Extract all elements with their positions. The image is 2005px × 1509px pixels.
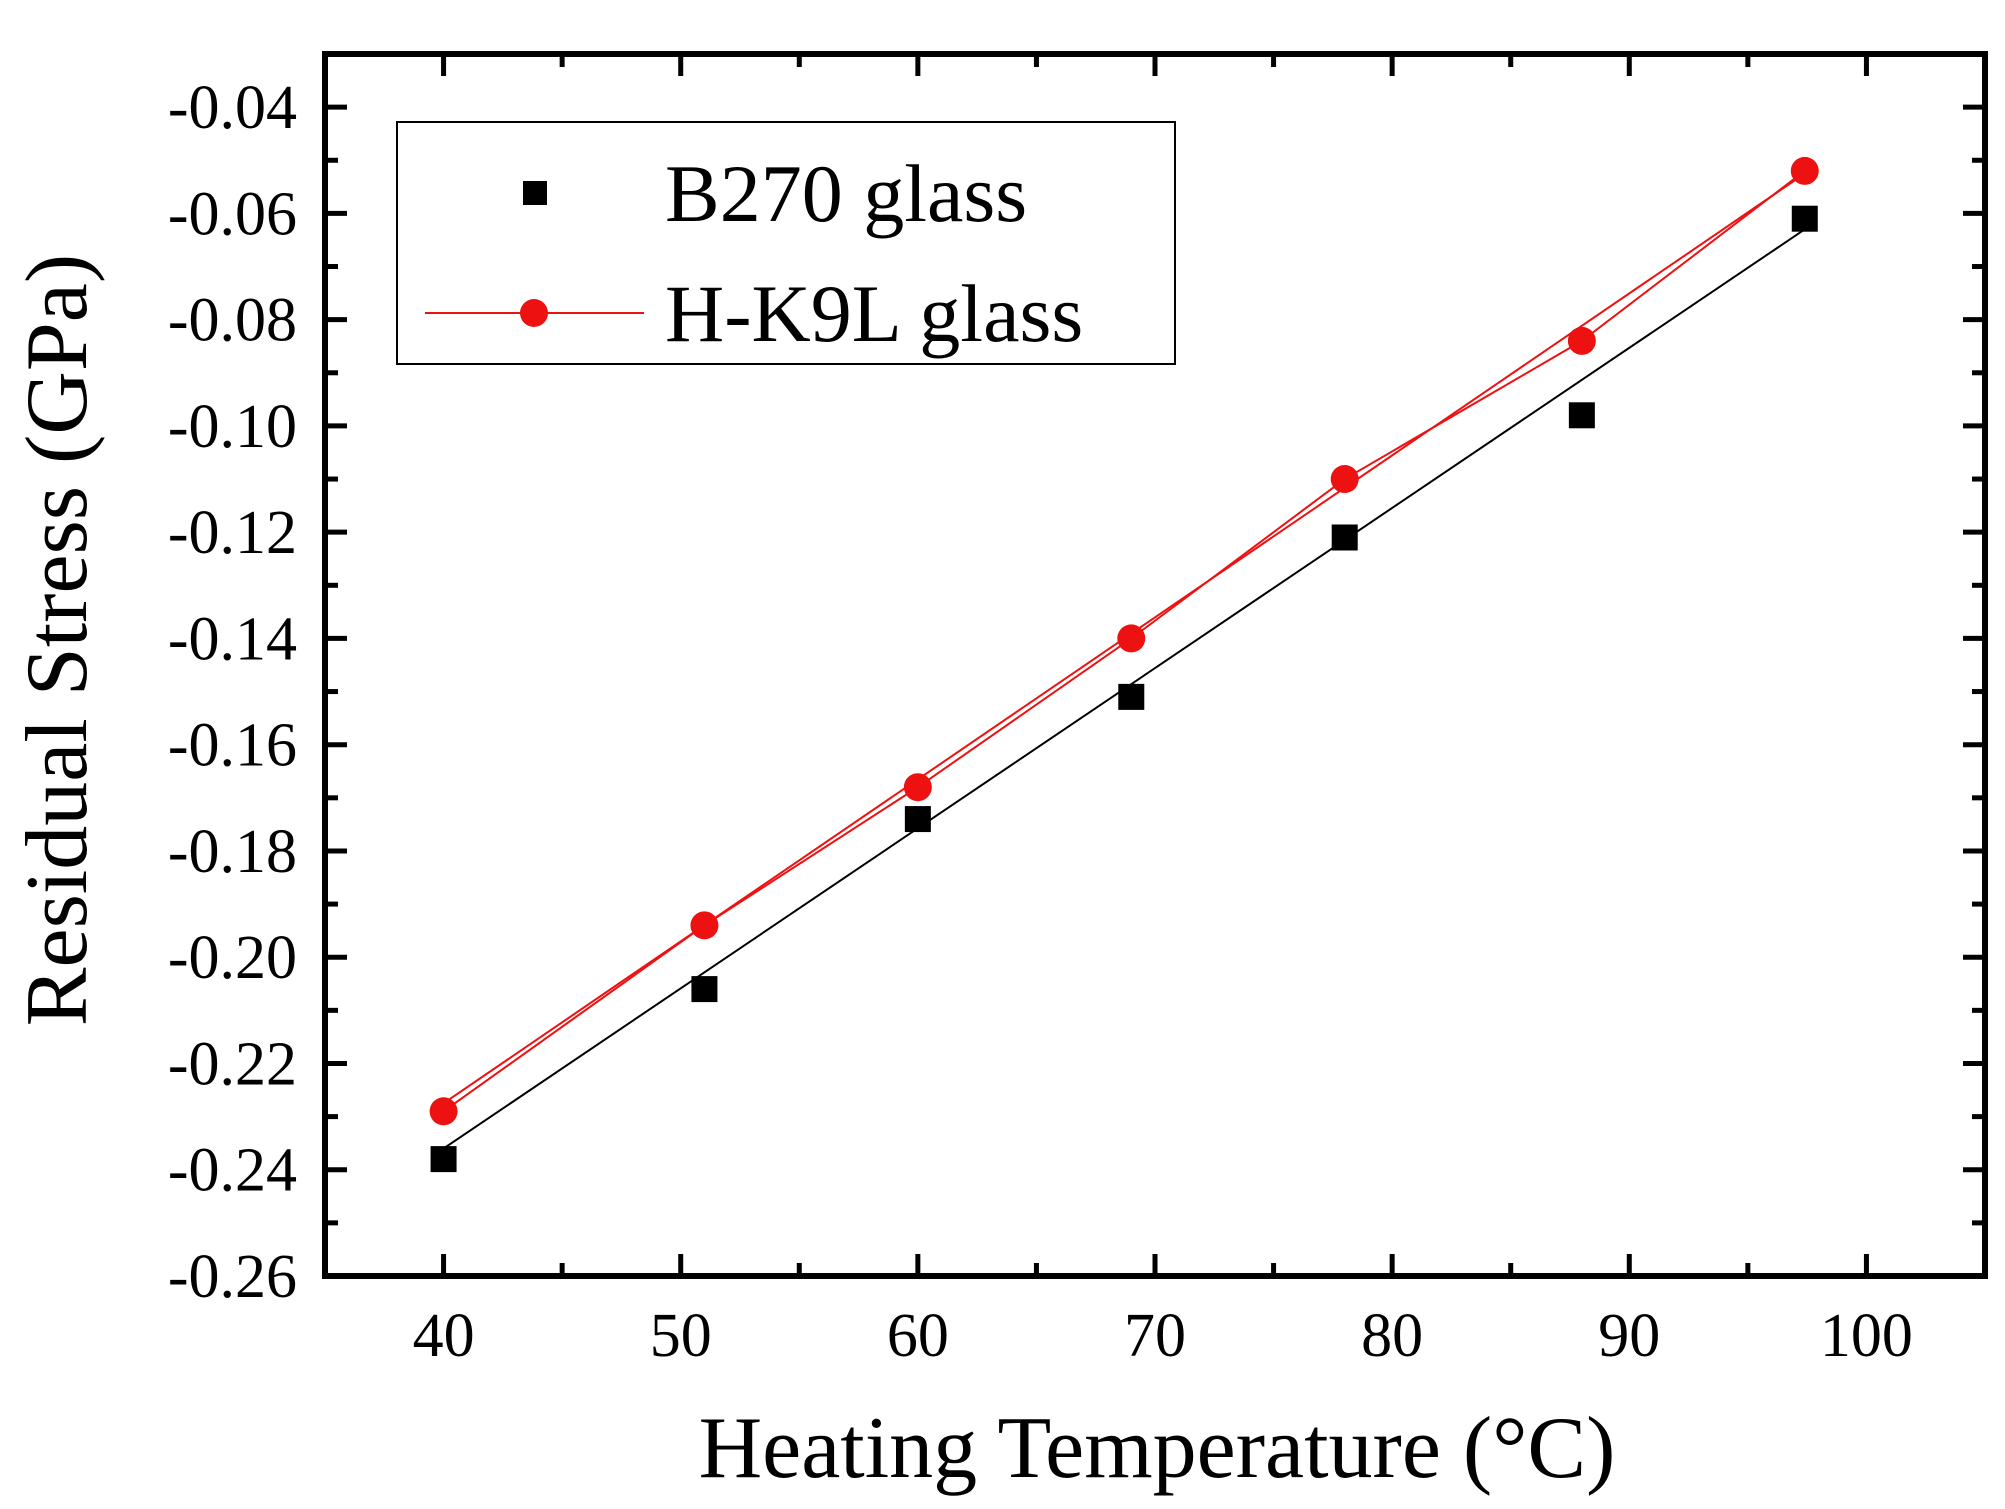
x-tick-label: 80 — [1361, 1302, 1423, 1370]
data-point-hk9l — [1790, 156, 1819, 185]
y-tick-label: -0.06 — [168, 180, 297, 248]
legend-marker-hk9l — [520, 299, 548, 327]
y-tick-label: -0.20 — [168, 924, 297, 992]
data-point-b270 — [430, 1146, 457, 1173]
y-tick-label: -0.26 — [168, 1243, 297, 1311]
y-tick-label: -0.12 — [168, 499, 297, 567]
y-tick-label: -0.08 — [168, 287, 297, 355]
data-point-b270 — [691, 976, 718, 1003]
y-tick-label: -0.22 — [168, 1030, 297, 1098]
y-tick-label: -0.16 — [168, 712, 297, 780]
y-axis-title: Residual Stress (GPa) — [9, 254, 106, 1026]
legend-label-b270: B270 glass — [665, 148, 1027, 239]
data-point-b270 — [1568, 402, 1595, 429]
data-point-b270 — [1791, 205, 1818, 232]
x-tick-labels: 40 50 60 70 80 90 100 — [413, 1302, 1913, 1370]
data-point-hk9l — [1117, 624, 1146, 653]
x-axis-title: Heating Temperature (°C) — [699, 1400, 1616, 1497]
data-markers — [429, 156, 1819, 1173]
x-tick-label: 100 — [1820, 1302, 1913, 1370]
y-tick-labels: -0.26 -0.24 -0.22 -0.20 -0.18 -0.16 -0.14 -0.12… — [168, 74, 297, 1311]
data-point-b270 — [904, 806, 931, 833]
data-point-hk9l — [1330, 465, 1359, 494]
y-tick-label: -0.24 — [168, 1137, 297, 1205]
y-tick-label: -0.04 — [168, 74, 297, 142]
data-point-hk9l — [690, 911, 719, 940]
x-tick-label: 40 — [413, 1302, 475, 1370]
data-point-b270 — [1118, 683, 1145, 710]
data-point-hk9l — [429, 1097, 458, 1126]
data-point-hk9l — [903, 773, 932, 802]
legend: B270 glass H-K9L glass — [396, 121, 1176, 365]
x-tick-label: 70 — [1124, 1302, 1186, 1370]
x-tick-label: 50 — [650, 1302, 712, 1370]
x-tick-label: 60 — [887, 1302, 949, 1370]
y-tick-label: -0.18 — [168, 818, 297, 886]
x-tick-label: 90 — [1598, 1302, 1660, 1370]
legend-label-hk9l: H-K9L glass — [665, 268, 1083, 359]
data-point-hk9l — [1567, 326, 1596, 355]
axis-ticks — [322, 51, 1988, 1279]
y-tick-label: -0.10 — [168, 393, 297, 461]
y-tick-label: -0.14 — [168, 605, 297, 673]
legend-marker-b270 — [523, 181, 547, 205]
data-point-b270 — [1331, 524, 1358, 551]
